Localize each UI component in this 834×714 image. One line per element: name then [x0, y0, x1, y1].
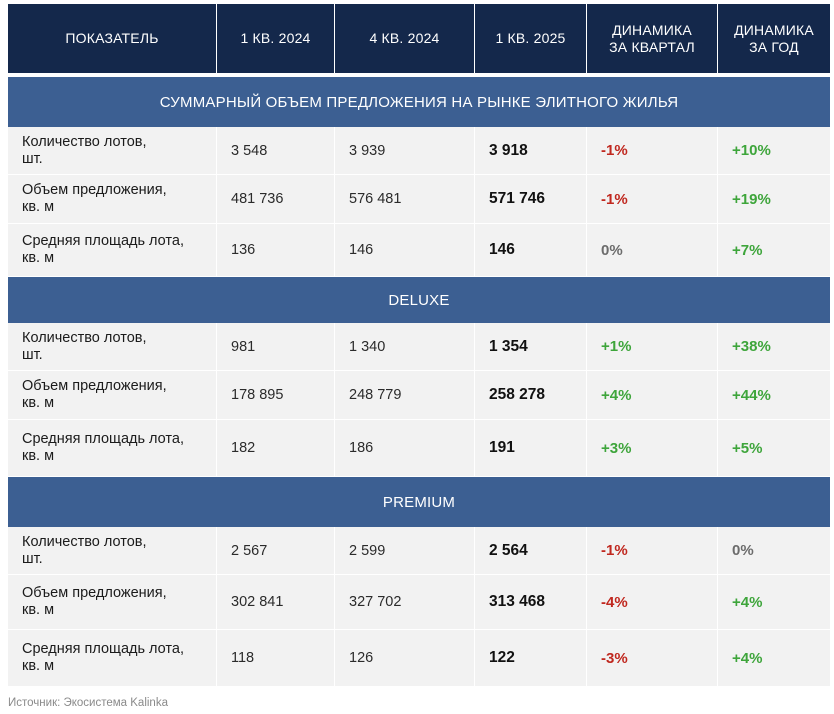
cell-q4-2024: 126 [335, 630, 475, 686]
row-label: Количество лотов, шт. [8, 127, 217, 174]
cell-q1-2025: 191 [475, 420, 587, 476]
section-title-premium: PREMIUM [8, 477, 830, 527]
cell-yoy: +4% [732, 649, 763, 667]
cell-q1-2025: 571 746 [475, 175, 587, 223]
cell-qoq: -1% [587, 175, 718, 223]
header-q4-2024: 4 КВ. 2024 [335, 4, 475, 73]
table-row: Объем предложения, кв. м 302 841 327 702… [8, 575, 830, 630]
cell-q4-2024: 327 702 [335, 575, 475, 629]
row-label: Объем предложения, кв. м [8, 575, 217, 629]
source-note: Источник: Экосистема Kalinka [8, 697, 168, 709]
table-row: Количество лотов, шт. 981 1 340 1 354 +1… [8, 323, 830, 371]
cell-yoy: +5% [732, 439, 763, 457]
cell-q4-2024: 576 481 [335, 175, 475, 223]
cell-q4-2024: 2 599 [335, 527, 475, 574]
table-header: ПОКАЗАТЕЛЬ 1 КВ. 2024 4 КВ. 2024 1 КВ. 2… [8, 4, 830, 77]
table-row: Средняя площадь лота, кв. м 136 146 146 … [8, 224, 830, 277]
cell-yoy: +4% [732, 593, 763, 611]
row-label: Средняя площадь лота, кв. м [8, 630, 217, 686]
cell-qoq: +4% [587, 371, 718, 419]
table-row: Количество лотов, шт. 2 567 2 599 2 564 … [8, 527, 830, 575]
cell-qoq: 0% [587, 224, 718, 276]
cell-qoq: +3% [587, 420, 718, 476]
header-q1-2024: 1 КВ. 2024 [217, 4, 335, 73]
cell-q4-2024: 186 [335, 420, 475, 476]
cell-q1-2025: 122 [475, 630, 587, 686]
cell-q1-2025: 3 918 [475, 127, 587, 174]
cell-yoy: +7% [732, 241, 763, 259]
cell-q1-2024: 182 [217, 420, 335, 476]
cell-yoy: 0% [732, 542, 754, 559]
cell-q1-2025: 258 278 [475, 371, 587, 419]
row-label: Средняя площадь лота, кв. м [8, 420, 217, 476]
cell-q1-2024: 3 548 [217, 127, 335, 174]
table-row: Количество лотов, шт. 3 548 3 939 3 918 … [8, 127, 830, 175]
cell-qoq: -3% [587, 630, 718, 686]
cell-q1-2024: 481 736 [217, 175, 335, 223]
cell-yoy: +44% [732, 386, 771, 404]
header-qoq-change: ДИНАМИКА ЗА КВАРТАЛ [587, 4, 718, 73]
cell-yoy: +19% [732, 190, 771, 208]
cell-q1-2024: 178 895 [217, 371, 335, 419]
cell-yoy: +10% [732, 142, 771, 159]
cell-q4-2024: 3 939 [335, 127, 475, 174]
header-yoy-change: ДИНАМИКА ЗА ГОД [734, 21, 814, 55]
header-indicator: ПОКАЗАТЕЛЬ [8, 4, 217, 73]
cell-qoq: -1% [587, 527, 718, 574]
header-q1-2025: 1 КВ. 2025 [475, 4, 587, 73]
cell-q1-2024: 981 [217, 323, 335, 370]
row-label: Количество лотов, шт. [8, 323, 217, 370]
cell-q1-2024: 302 841 [217, 575, 335, 629]
row-label: Объем предложения, кв. м [8, 371, 217, 419]
cell-qoq: -1% [587, 127, 718, 174]
cell-q1-2025: 2 564 [475, 527, 587, 574]
cell-q1-2025: 146 [475, 224, 587, 276]
cell-q1-2025: 313 468 [475, 575, 587, 629]
row-label: Средняя площадь лота, кв. м [8, 224, 217, 276]
cell-yoy: +38% [732, 338, 771, 355]
table-row: Средняя площадь лота, кв. м 182 186 191 … [8, 420, 830, 477]
section-title-total: СУММАРНЫЙ ОБЪЕМ ПРЕДЛОЖЕНИЯ НА РЫНКЕ ЭЛИ… [8, 77, 830, 127]
cell-q4-2024: 146 [335, 224, 475, 276]
market-table: ПОКАЗАТЕЛЬ 1 КВ. 2024 4 КВ. 2024 1 КВ. 2… [8, 4, 830, 687]
cell-qoq: +1% [587, 323, 718, 370]
table-row: Объем предложения, кв. м 481 736 576 481… [8, 175, 830, 224]
cell-qoq: -4% [587, 575, 718, 629]
cell-q4-2024: 248 779 [335, 371, 475, 419]
row-label: Объем предложения, кв. м [8, 175, 217, 223]
row-label: Количество лотов, шт. [8, 527, 217, 574]
cell-q1-2024: 136 [217, 224, 335, 276]
cell-q4-2024: 1 340 [335, 323, 475, 370]
cell-q1-2024: 118 [217, 630, 335, 686]
cell-q1-2025: 1 354 [475, 323, 587, 370]
table-row: Средняя площадь лота, кв. м 118 126 122 … [8, 630, 830, 687]
cell-q1-2024: 2 567 [217, 527, 335, 574]
table-row: Объем предложения, кв. м 178 895 248 779… [8, 371, 830, 420]
section-title-deluxe: DELUXE [8, 277, 830, 323]
